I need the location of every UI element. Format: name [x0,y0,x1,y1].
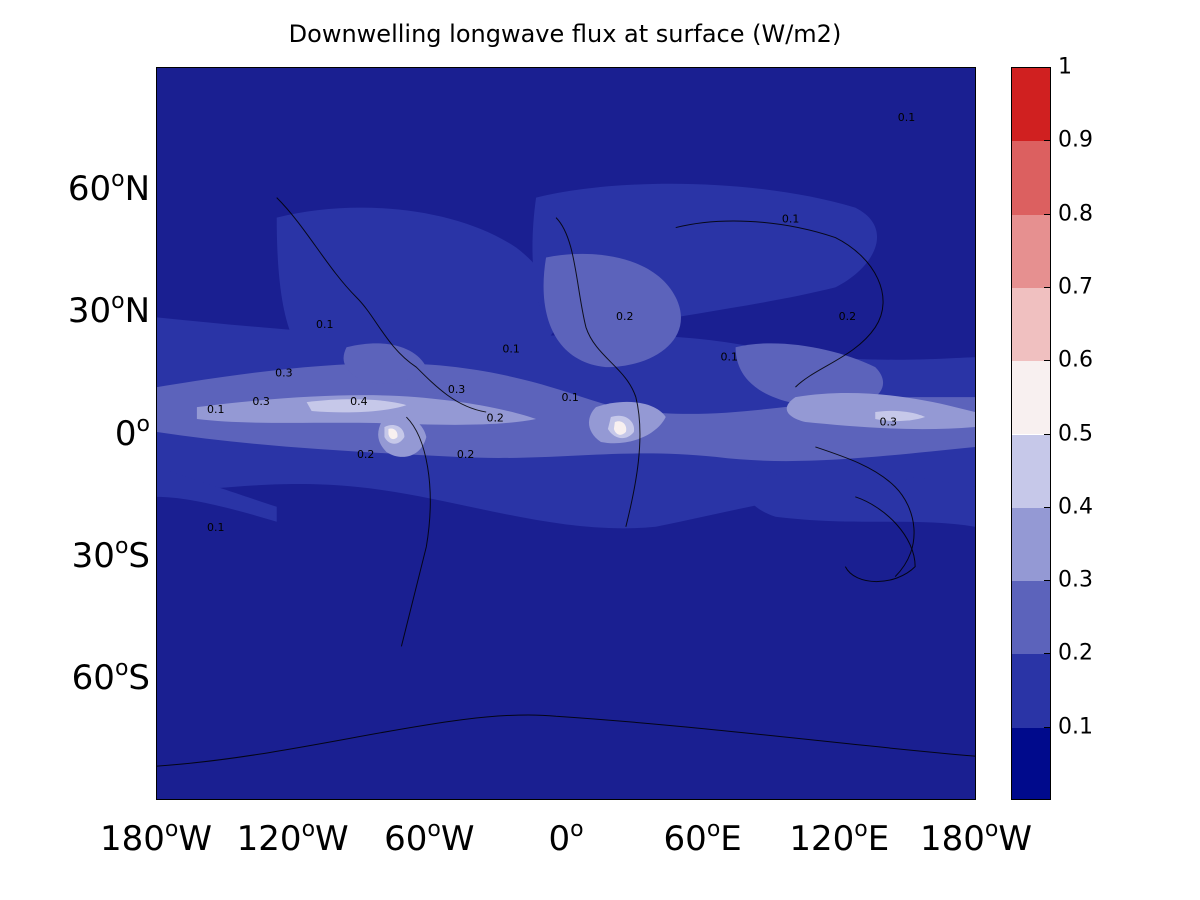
colorbar-tick-label: 0.7 [1058,274,1093,300]
contour-label: 0.1 [207,403,224,416]
map-axes: 0.1 0.3 0.3 0.1 0.4 0.2 0.3 0.2 0.2 0.1 0.1 0.2 0.1 0… [156,67,976,800]
contour-label: 0.1 [207,521,224,534]
colorbar [1011,67,1051,800]
colorbar-tick-label: 0.5 [1058,421,1093,446]
colorbar-level [1012,654,1050,728]
colorbar-level [1012,214,1050,288]
field-layer-0.1-0.2 [157,183,975,529]
lon-tick-label: 0o [548,817,584,859]
colorbar-tick [1044,653,1050,655]
contour-label: 0.4 [350,395,367,408]
lat-tick-label: 0o [114,411,150,454]
colorbar-level [1012,727,1050,799]
colorbar-level [1012,581,1050,655]
lon-tick-label: 120oE [789,817,890,859]
colorbar-tick-label: 0.2 [1058,640,1093,666]
lat-tick-label: 30oN [67,289,150,332]
contour-label: 0.2 [839,310,856,323]
colorbar-level [1012,361,1050,435]
colorbar-tick [1044,286,1050,288]
contour-label: 0.1 [316,318,333,331]
contour-labels: 0.1 0.3 0.3 0.1 0.4 0.2 0.3 0.2 0.2 0.1 0.1 0.2 0.1 0… [207,111,915,534]
lon-tick-label: 120oW [236,817,349,859]
map-field: 0.1 0.3 0.3 0.1 0.4 0.2 0.3 0.2 0.2 0.1 0.1 0.2 0.1 0… [157,111,975,767]
lon-tick-label: 180oW [100,817,212,859]
colorbar-level [1012,434,1050,508]
field-layer-0.5-0.6 [388,421,627,440]
contour-label: 0.3 [448,383,465,396]
lon-tick-label: 60oW [384,817,475,859]
colorbar-tick [1044,433,1050,435]
chart-title: Downwelling longwave flux at surface (W/… [288,20,842,48]
lat-tick-label: 30oS [71,533,150,576]
colorbar-tick [1044,67,1050,68]
colorbar-tick-label: 1 [1058,54,1072,80]
field-layer-0.2-0.3 [157,253,975,462]
contour-label: 0.2 [457,448,474,461]
colorbar-tick-label: 0.8 [1058,201,1093,227]
colorbar-tick-label: 0.9 [1058,127,1093,153]
colorbar-tick [1044,580,1050,582]
contour-label: 0.3 [880,415,897,428]
coastlines [157,197,975,767]
lon-tick-label: 180oW [920,817,1032,859]
colorbar-level [1012,287,1050,362]
colorbar-tick [1044,140,1050,142]
contour-label: 0.1 [721,350,738,363]
lat-tick-label: 60oS [71,655,150,698]
contour-label: 0.1 [782,212,799,225]
contour-label: 0.3 [275,367,292,380]
colorbar-tick [1044,506,1050,508]
colorbar-tick [1044,726,1050,728]
colorbar-level [1012,507,1050,582]
colorbar-tick-label: 0.6 [1058,347,1093,373]
contour-label: 0.2 [357,448,374,461]
lon-tick-label: 60oE [663,817,742,859]
colorbar-level [1012,68,1050,142]
contour-label: 0.3 [252,395,269,408]
colorbar-tick-label: 0.3 [1058,567,1093,593]
contour-label: 0.2 [616,310,633,323]
contour-label: 0.1 [502,342,519,355]
contour-label: 0.2 [486,411,503,424]
lat-tick-label: 60oN [67,167,150,210]
colorbar-tick [1044,213,1050,215]
contour-label: 0.1 [898,111,915,124]
colorbar-level [1012,141,1050,215]
colorbar-tick-label: 0.1 [1058,714,1093,740]
colorbar-tick-label: 0.4 [1058,494,1093,520]
contour-label: 0.1 [561,391,578,404]
colorbar-tick [1044,360,1050,362]
